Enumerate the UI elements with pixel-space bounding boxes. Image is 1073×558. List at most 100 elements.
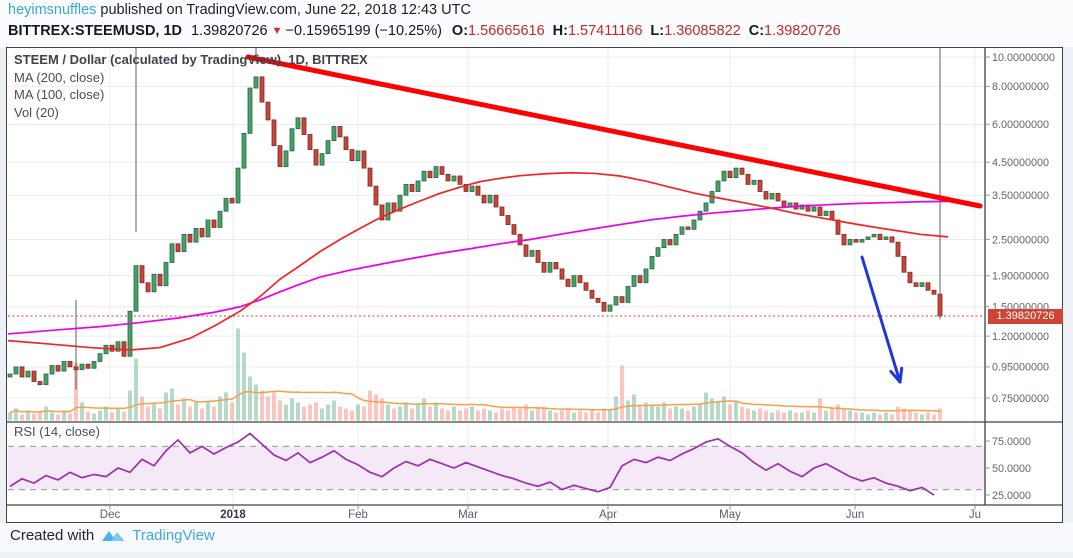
candle-body — [607, 304, 613, 312]
candle-body — [445, 173, 451, 182]
ma-200-line — [7, 200, 949, 335]
volume-bar — [104, 406, 108, 421]
volume-bar — [308, 404, 312, 421]
volume-bar — [776, 410, 780, 421]
candle-body — [817, 206, 823, 216]
volume-bar — [110, 412, 114, 421]
candle-body — [85, 363, 91, 369]
volume-bar — [728, 404, 732, 421]
candle-body — [475, 185, 481, 196]
candle-body — [379, 204, 385, 221]
volume-bar — [116, 408, 120, 421]
volume-bar — [350, 410, 354, 421]
close-value: 1.39820726 — [764, 23, 841, 39]
candle-body — [97, 353, 103, 362]
price-axis[interactable]: 10.00000000 8.00000000 6.00000000 4.5000000… — [985, 52, 1055, 502]
volume-bar — [368, 390, 372, 421]
candle-body — [49, 365, 55, 375]
volume-bar — [32, 413, 36, 421]
candle-body — [481, 194, 487, 204]
volume-ma-line — [9, 390, 941, 414]
volume-bar — [800, 412, 804, 421]
price-tick-label: 0.75000000 — [992, 393, 1049, 405]
last-price-value: 1.39820726 — [191, 23, 268, 39]
time-axis[interactable]: Dec 2018 Feb Mar Apr May Jun Ju — [100, 505, 981, 521]
volume-bar — [98, 410, 102, 421]
volume-bar — [836, 404, 840, 421]
volume-bar — [392, 408, 396, 421]
candle-body — [727, 170, 733, 179]
volume-bar — [152, 402, 156, 421]
price-tick-label: 1.90000000 — [992, 270, 1049, 282]
rsi-band-fill — [8, 446, 985, 490]
volume-bar — [494, 412, 498, 421]
volume-bar — [500, 408, 504, 421]
last-price-tag: 1.39820726 — [988, 308, 1063, 324]
volume-bar — [320, 408, 324, 421]
candle-body — [349, 149, 355, 162]
volume-bar — [194, 402, 198, 421]
tradingview-link[interactable]: TradingView — [132, 527, 215, 544]
candle-body — [841, 233, 847, 246]
low-label: L: — [650, 23, 665, 39]
username-link[interactable]: heyimsnuffles — [8, 2, 97, 18]
ma-100-line — [7, 171, 949, 351]
candle-body — [511, 224, 517, 235]
candle-body — [433, 166, 439, 179]
volume-bar — [734, 400, 738, 421]
volume-bar — [740, 406, 744, 421]
volume-bar — [872, 412, 876, 421]
volume-bar — [470, 406, 474, 421]
candle-body — [415, 180, 421, 192]
candle-body — [325, 140, 331, 155]
candle-body — [55, 365, 61, 372]
volume-bar — [626, 400, 630, 421]
volume-bar — [254, 384, 258, 421]
volume-series — [8, 328, 942, 421]
candlestick-series — [7, 48, 943, 390]
candle-body — [247, 87, 253, 134]
candle-body — [211, 219, 217, 228]
volume-bar — [164, 392, 168, 421]
candle-body — [763, 191, 769, 200]
candle-body — [241, 132, 247, 169]
volume-bar — [806, 410, 810, 421]
chart-area[interactable]: 10.00000000 8.00000000 6.00000000 4.5000000… — [6, 47, 1063, 523]
volume-bar — [842, 408, 846, 421]
volume-bar — [686, 410, 690, 421]
trendline-annotation[interactable] — [245, 54, 983, 209]
volume-bar — [68, 413, 72, 421]
open-label: O: — [451, 23, 469, 39]
candle-body — [505, 215, 511, 225]
candle-body — [517, 233, 523, 246]
volume-bar — [518, 408, 522, 421]
volume-bar — [464, 408, 468, 421]
volume-bar — [608, 410, 612, 421]
candle-body — [37, 381, 43, 386]
down-arrow-annotation[interactable] — [860, 255, 904, 384]
candle-body — [463, 183, 469, 192]
candle-body — [673, 233, 679, 246]
candle-body — [253, 76, 259, 89]
candle-body — [235, 167, 241, 204]
volume-bar — [374, 394, 378, 421]
time-tick-label: Ju — [969, 509, 981, 521]
volume-bar — [200, 408, 204, 421]
volume-bar — [140, 396, 144, 421]
candle-body — [877, 233, 883, 240]
volume-bar — [404, 402, 408, 421]
volume-bar — [524, 404, 528, 421]
candle-body — [697, 210, 703, 221]
chart-canvas[interactable]: 10.00000000 8.00000000 6.00000000 4.5000000… — [7, 48, 1062, 522]
candle-body — [595, 297, 601, 303]
volume-bar — [386, 404, 390, 421]
candle-body — [205, 219, 211, 238]
volume-bar — [698, 404, 702, 421]
volume-bar — [590, 410, 594, 421]
volume-bar — [248, 376, 252, 421]
quote-line: BITTREX:STEEMUSD, 1D 1.39820726 ▼ −0.159651… — [8, 23, 849, 39]
footer: Created with TradingView — [0, 523, 1073, 552]
volume-bar — [410, 408, 414, 421]
volume-bar — [830, 408, 834, 421]
down-triangle-icon: ▼ — [271, 25, 283, 37]
